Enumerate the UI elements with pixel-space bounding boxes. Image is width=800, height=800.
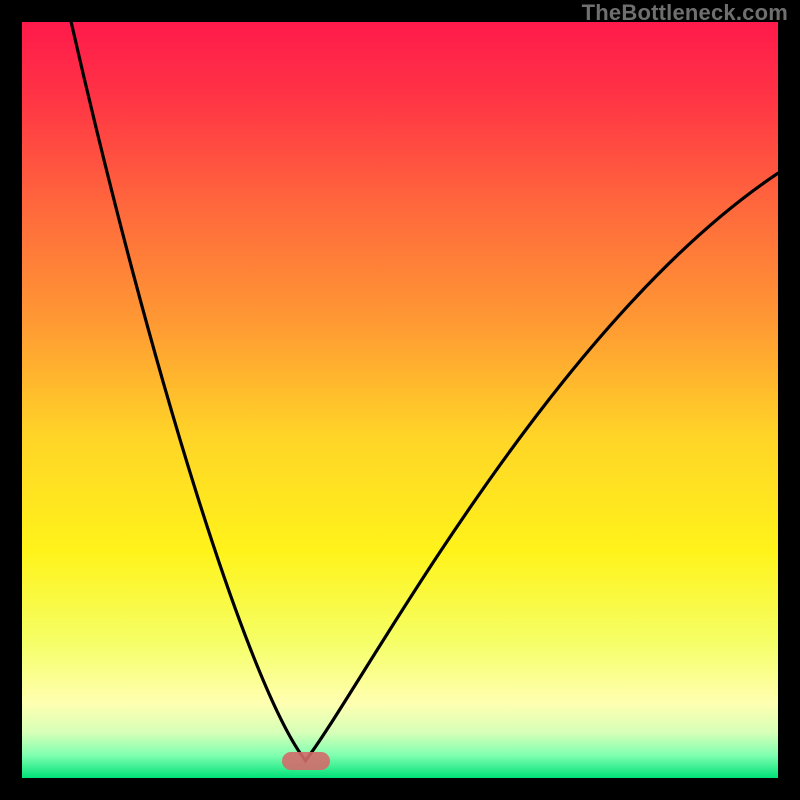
bottleneck-curve: [22, 22, 778, 778]
optimum-marker: [282, 752, 330, 770]
chart-container: TheBottleneck.com: [0, 0, 800, 800]
watermark-text: TheBottleneck.com: [582, 0, 788, 26]
plot-area: [22, 22, 778, 778]
